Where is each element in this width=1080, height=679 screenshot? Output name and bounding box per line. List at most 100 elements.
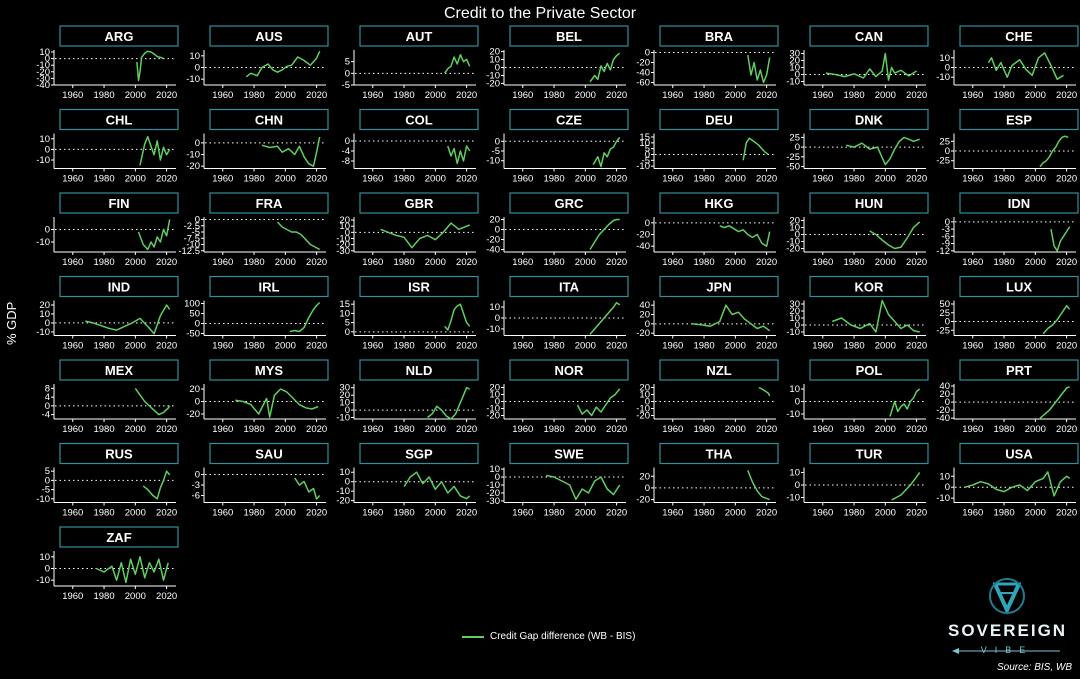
x-tick-label: 1980 xyxy=(843,90,864,101)
y-tick-label: 10 xyxy=(939,53,950,64)
x-tick-label: 1960 xyxy=(662,174,683,185)
x-tick-label: 2000 xyxy=(575,257,596,268)
y-tick-label: 0 xyxy=(195,215,200,226)
x-tick-label: 2000 xyxy=(125,174,146,185)
x-tick-label: 1960 xyxy=(362,341,383,352)
panel-strip xyxy=(509,275,629,298)
y-tick-label: -10 xyxy=(786,77,800,88)
panel-title: GBR xyxy=(405,196,435,211)
series-line xyxy=(742,137,769,161)
x-tick-label: 1960 xyxy=(362,257,383,268)
y-tick-label: 0 xyxy=(795,320,800,331)
x-tick-label: 1960 xyxy=(812,174,833,185)
y-tick-label: 0 xyxy=(495,313,500,324)
x-tick-label: 2020 xyxy=(906,341,927,352)
y-tick-label: 10 xyxy=(339,398,350,409)
x-tick-label: 1960 xyxy=(662,341,683,352)
y-tick-label: 20 xyxy=(39,300,50,311)
panel-zaf: ZAF 100-10 1960 1980 2000 2020 xyxy=(36,526,179,602)
panel-rus: RUS 50-5-10 1960 1980 2000 2020 xyxy=(36,442,179,519)
x-tick-label: 1980 xyxy=(693,341,714,352)
panel-title: SWE xyxy=(554,447,584,462)
y-tick-label: -20 xyxy=(936,405,950,416)
y-tick-label: 0 xyxy=(495,472,500,483)
y-tick-label: 0 xyxy=(45,144,50,155)
x-tick-label: 1960 xyxy=(962,508,983,519)
y-tick-label: -10 xyxy=(36,155,50,166)
x-tick-label: 2020 xyxy=(606,90,627,101)
x-tick-label: 2000 xyxy=(575,174,596,185)
y-tick-label: 20 xyxy=(189,384,200,395)
x-tick-label: 1960 xyxy=(212,341,233,352)
y-tick-label: 10 xyxy=(639,138,650,149)
x-tick-label: 1960 xyxy=(212,508,233,519)
series-line xyxy=(592,136,621,168)
y-tick-label: -60 xyxy=(636,78,650,89)
x-tick-label: 1980 xyxy=(843,424,864,435)
x-tick-label: 2000 xyxy=(725,257,746,268)
panel-title: CHE xyxy=(1005,29,1033,44)
x-tick-label: 1980 xyxy=(243,90,264,101)
y-tick-label: -10 xyxy=(636,404,650,415)
panel-esp: ESP 250-25 1960 1980 2000 2020 xyxy=(936,108,1079,185)
y-tick-label: 0 xyxy=(345,405,350,416)
y-tick-label: -5 xyxy=(492,146,500,157)
series-line xyxy=(891,472,921,501)
y-tick-label: 10 xyxy=(339,221,350,232)
y-tick-label: 20 xyxy=(789,216,800,227)
y-tick-label: -5 xyxy=(42,485,50,496)
series-line xyxy=(380,222,470,249)
y-tick-label: -20 xyxy=(636,328,650,339)
x-tick-label: 1960 xyxy=(212,257,233,268)
x-tick-label: 2000 xyxy=(575,341,596,352)
series-line xyxy=(719,225,771,247)
series-line xyxy=(403,471,471,500)
y-tick-label: 5 xyxy=(345,57,350,68)
y-tick-label: 0 xyxy=(345,327,350,338)
panel-strip xyxy=(359,108,479,131)
panel-strip xyxy=(509,359,629,381)
x-tick-label: 2020 xyxy=(906,174,927,185)
panel-title: NZL xyxy=(706,363,731,378)
x-tick-label: 1960 xyxy=(362,174,383,185)
y-tick-label: -8 xyxy=(342,156,350,167)
y-tick-label: 0 xyxy=(195,319,200,330)
y-tick-label: -10 xyxy=(36,60,50,71)
x-tick-label: 2000 xyxy=(425,174,446,185)
y-tick-label: 0 xyxy=(495,136,500,147)
y-tick-label: 15 xyxy=(339,299,350,310)
x-tick-label: 1960 xyxy=(62,341,83,352)
panel-title: HKG xyxy=(705,196,734,211)
x-tick-label: 2020 xyxy=(456,424,477,435)
x-tick-label: 2000 xyxy=(1025,341,1046,352)
x-tick-label: 2020 xyxy=(906,508,927,519)
series-line xyxy=(137,219,171,251)
x-tick-label: 1980 xyxy=(843,174,864,185)
y-tick-label: 0 xyxy=(195,397,200,408)
y-tick-label: -7.5 xyxy=(184,233,200,244)
y-tick-label: 0 xyxy=(645,218,650,229)
panel-strip xyxy=(959,25,1079,47)
y-tick-label: 0 xyxy=(645,48,650,59)
x-tick-label: 2020 xyxy=(1056,508,1077,519)
y-tick-label: 20 xyxy=(789,56,800,67)
y-tick-label: 0 xyxy=(795,142,800,153)
y-tick-label: -10 xyxy=(336,233,350,244)
panel-strip xyxy=(659,108,779,131)
y-tick-label: 4 xyxy=(45,392,50,403)
y-tick-label: 10 xyxy=(489,55,500,66)
y-tick-label: 40 xyxy=(939,381,950,392)
series-line xyxy=(235,388,319,418)
x-tick-label: 1960 xyxy=(512,424,533,435)
panel-mex: MEX 840-4 1960 1980 2000 2020 xyxy=(42,359,179,435)
x-tick-label: 2000 xyxy=(575,90,596,101)
y-tick-label: -20 xyxy=(486,235,500,246)
y-tick-label: -10 xyxy=(186,74,200,85)
x-tick-label: 1980 xyxy=(393,508,414,519)
x-tick-label: 2020 xyxy=(456,174,477,185)
x-tick-label: 2000 xyxy=(725,174,746,185)
panel-strip xyxy=(659,192,779,214)
